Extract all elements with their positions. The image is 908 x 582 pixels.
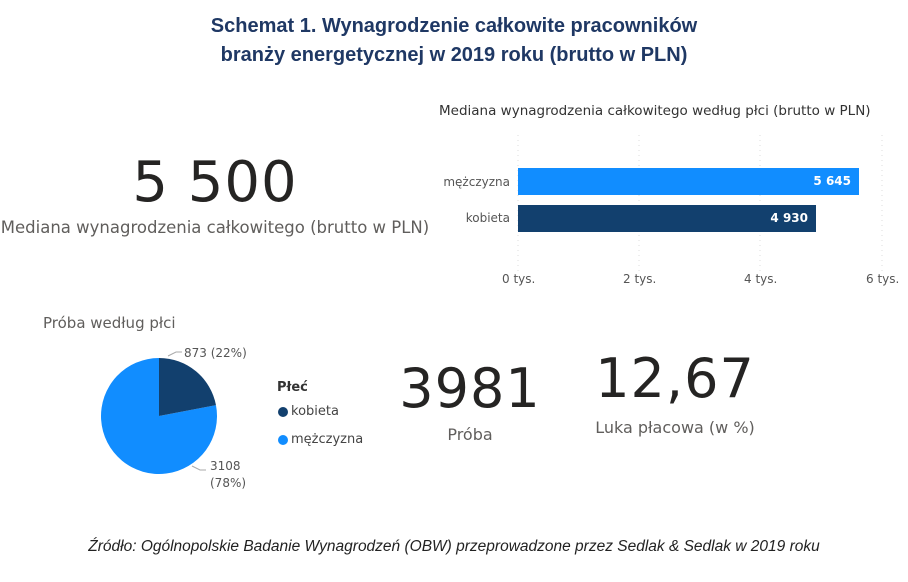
x-tick-4: 4 tys. <box>744 272 778 286</box>
x-tick-6: 6 tys. <box>866 272 900 286</box>
pay-gap-value: 12,67 <box>595 347 755 410</box>
legend-label-women: kobieta <box>291 404 339 419</box>
pie-chart <box>101 351 218 474</box>
bar-chart: mężczyzna kobieta 5 645 4 930 0 tys. 2 t… <box>420 125 908 295</box>
bar-value-men: 5 645 <box>813 174 851 188</box>
title-line-2: branży energetycznej w 2019 roku (brutto… <box>220 44 688 66</box>
bar-chart-title: Mediana wynagrodzenia całkowitego według… <box>439 103 871 119</box>
legend-dot-women-icon <box>278 406 288 417</box>
bar-value-women: 4 930 <box>770 211 808 225</box>
legend-label-men: mężczyzna <box>291 432 364 447</box>
bar-men[interactable]: 5 645 <box>518 168 859 195</box>
page-title: Schemat 1. Wynagrodzenie całkowite praco… <box>0 12 908 70</box>
sample-label: Próba <box>447 425 493 444</box>
median-value: 5 500 <box>132 150 298 215</box>
pie-label-women: 873 (22%) <box>184 346 247 360</box>
legend-item-women[interactable]: kobieta <box>278 404 339 419</box>
pay-gap-label: Luka płacowa (w %) <box>595 418 755 437</box>
category-label-women: kobieta <box>465 211 510 225</box>
pie-chart-title: Próba według płci <box>43 314 176 332</box>
category-label-men: mężczyzna <box>443 175 510 189</box>
source-note: Źródło: Ogólnopolskie Badanie Wynagrodze… <box>88 538 820 555</box>
legend-item-men[interactable]: mężczyzna <box>278 432 363 447</box>
pie-slice-men <box>101 358 218 474</box>
x-tick-2: 2 tys. <box>623 272 657 286</box>
legend-title: Płeć <box>277 380 308 395</box>
pie-label-men-pct: (78%) <box>210 476 247 490</box>
pie-slice-women <box>159 358 216 416</box>
legend-dot-men-icon <box>278 434 288 445</box>
x-tick-0: 0 tys. <box>502 272 536 286</box>
title-line-1: Schemat 1. Wynagrodzenie całkowite praco… <box>210 15 698 37</box>
sample-value: 3981 <box>399 357 541 420</box>
pie-label-men-count: 3108 <box>210 459 241 473</box>
median-label: Mediana wynagrodzenia całkowitego (brutt… <box>0 218 430 237</box>
bar-women[interactable]: 4 930 <box>518 205 816 232</box>
